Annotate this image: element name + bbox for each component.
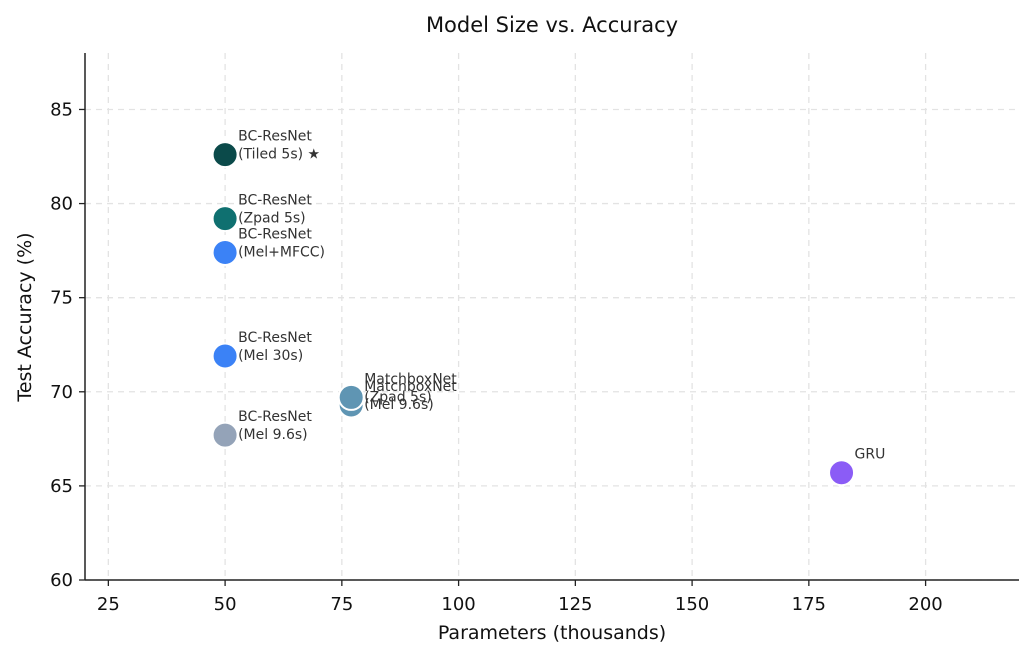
point-label: GRU [855, 447, 886, 463]
point-label: (Zpad 5s) [364, 389, 432, 405]
grid [85, 53, 1019, 581]
ticks: 25 50 75 100 125 150 175 200 60 65 70 75 80 85 [50, 99, 943, 615]
data-point [337, 383, 365, 411]
x-tick-label: 75 [330, 594, 353, 615]
x-tick-label: 125 [558, 594, 592, 615]
x-tick-label: 175 [792, 594, 826, 615]
point-label: BC-ResNet [238, 227, 312, 243]
chart-title: Model Size vs. Accuracy [426, 13, 678, 37]
point-label: (Mel+MFCC) [238, 245, 325, 261]
data-point [211, 421, 239, 449]
x-axis-title: Parameters (thousands) [438, 622, 666, 644]
point-label: MatchboxNet [364, 371, 457, 387]
point-label: (Mel 30s) [238, 348, 303, 364]
x-tick-label: 50 [214, 594, 237, 615]
point-label: (Mel 9.6s) [238, 427, 308, 443]
y-tick-label: 85 [50, 99, 73, 120]
data-point [211, 342, 239, 370]
point-label: BC-ResNet [238, 330, 312, 346]
y-tick-label: 75 [50, 288, 73, 309]
data-points [211, 141, 856, 487]
x-tick-label: 25 [97, 594, 120, 615]
y-axis-title: Test Accuracy (%) [14, 232, 36, 402]
point-labels: BC-ResNet(Tiled 5s) ★BC-ResNet(Zpad 5s)B… [238, 129, 885, 463]
point-label: (Tiled 5s) ★ [238, 147, 320, 163]
point-label: BC-ResNet [238, 193, 312, 209]
point-label: MatchboxNet [364, 379, 457, 395]
point-label: (Mel 9.6s) [364, 397, 434, 413]
y-tick-label: 60 [50, 570, 73, 591]
x-tick-label: 100 [441, 594, 475, 615]
point-label: (Zpad 5s) [238, 211, 306, 227]
data-point [828, 459, 856, 487]
axes [84, 53, 1019, 581]
y-tick-label: 65 [50, 476, 73, 497]
x-tick-label: 200 [908, 594, 942, 615]
data-point [211, 239, 239, 267]
y-tick-label: 80 [50, 194, 73, 215]
point-label: BC-ResNet [238, 129, 312, 145]
y-tick-label: 70 [50, 382, 73, 403]
data-point [211, 141, 239, 169]
point-label: BC-ResNet [238, 409, 312, 425]
x-tick-label: 150 [675, 594, 709, 615]
data-point [211, 205, 239, 233]
